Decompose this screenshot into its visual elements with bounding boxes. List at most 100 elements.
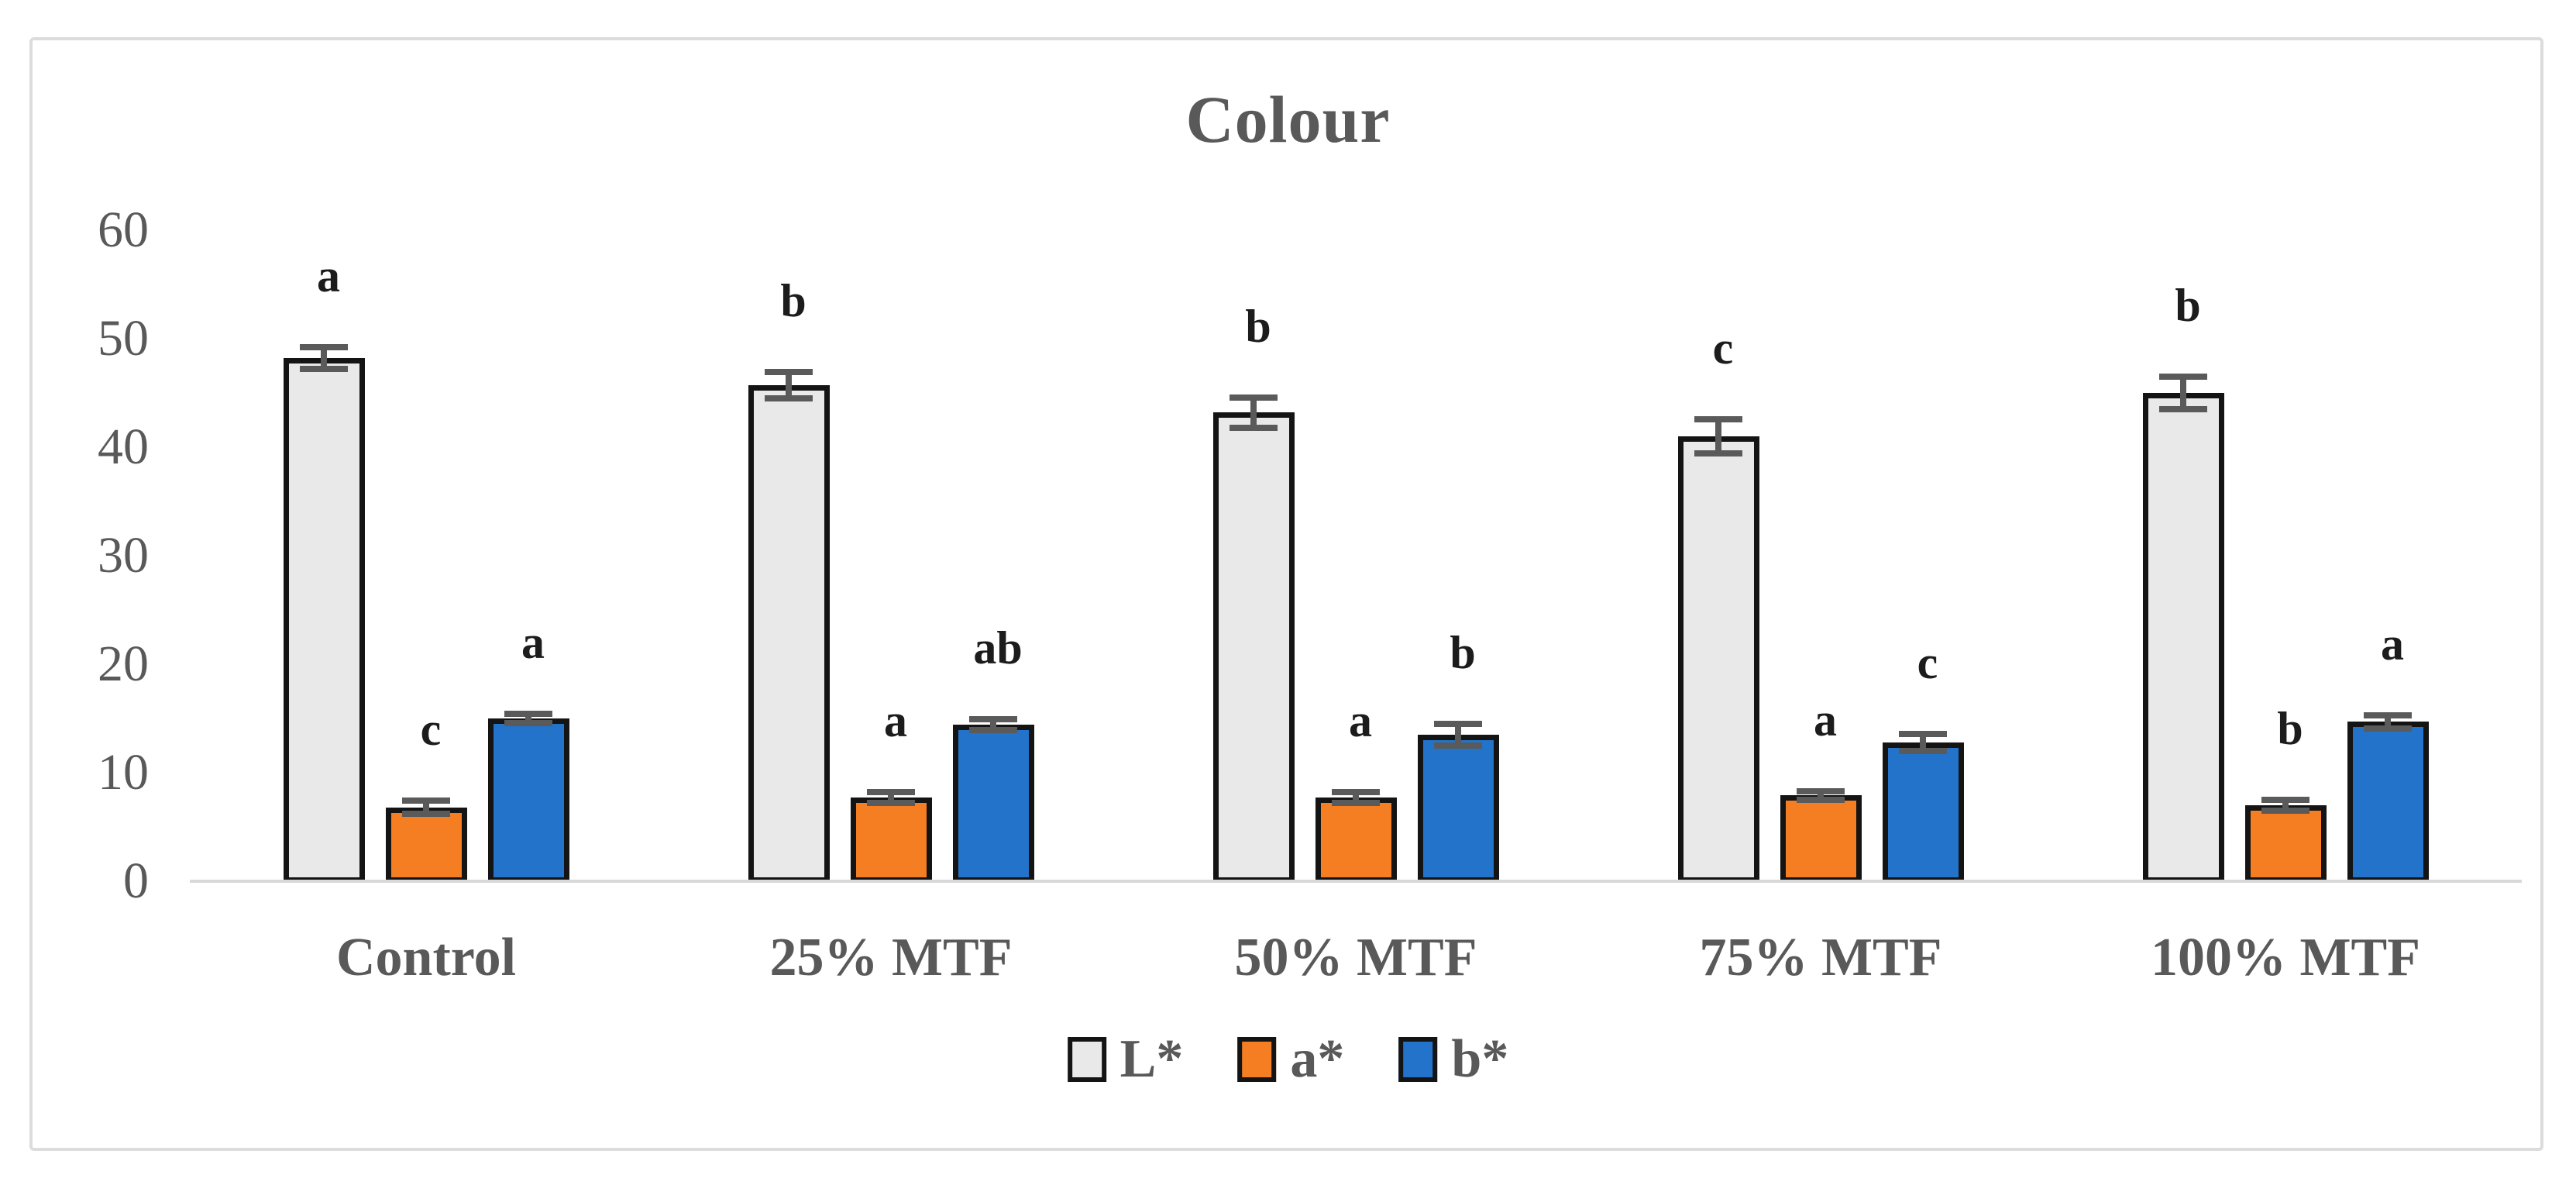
error-bar-cap-bottom <box>867 800 915 807</box>
error-bar-cap-top <box>2159 374 2207 380</box>
error-bar-cap-bottom <box>2159 406 2207 412</box>
legend-swatch <box>1398 1037 1438 1082</box>
significance-letter: b <box>1245 300 1271 352</box>
error-bar-cap-top <box>1332 789 1380 796</box>
legend-label: L* <box>1119 1029 1184 1089</box>
chart-title: Colour <box>1185 82 1391 157</box>
error-bar-cap-top <box>402 798 450 804</box>
significance-letter: a <box>2381 618 2404 670</box>
error-bar-cap-top <box>2364 711 2412 718</box>
error-bar-cap-bottom <box>300 366 348 373</box>
error-bar-line <box>786 372 792 398</box>
y-tick-label: 20 <box>98 636 149 692</box>
error-bar-cap-bottom <box>1797 797 1845 803</box>
x-category-label: Control <box>335 928 517 987</box>
bar-a-star <box>385 807 467 883</box>
error-bar-line <box>1715 419 1721 454</box>
significance-letter: c <box>1917 636 1938 688</box>
error-bar-cap-bottom <box>1332 800 1380 807</box>
bar-b-star <box>952 725 1034 883</box>
y-tick-label: 60 <box>98 202 149 258</box>
y-tick-label: 0 <box>123 853 149 909</box>
legend-swatch <box>1067 1037 1106 1082</box>
error-bar-cap-bottom <box>2261 808 2309 814</box>
error-bar-cap-top <box>504 711 552 718</box>
error-bar-line <box>1920 733 1926 751</box>
error-bar-cap-bottom <box>1694 450 1742 457</box>
y-tick-label: 50 <box>98 310 149 367</box>
legend-item: a* <box>1237 1032 1344 1087</box>
y-tick-label: 10 <box>98 744 149 801</box>
error-bar-cap-top <box>1797 787 1845 794</box>
error-bar-line <box>1250 397 1257 428</box>
error-bar-line <box>2282 800 2289 811</box>
legend: L* a* b* <box>1067 1029 1508 1089</box>
significance-letter: a <box>1814 694 1837 746</box>
significance-letter: a <box>1349 695 1372 747</box>
y-tick-label: 30 <box>98 527 149 584</box>
error-bar-cap-top <box>1230 394 1278 401</box>
x-axis-line <box>190 880 2522 883</box>
error-bar-line <box>321 347 327 370</box>
significance-letter: c <box>1712 322 1734 374</box>
significance-letter: b <box>2175 280 2201 331</box>
bar-L-star <box>283 358 365 883</box>
significance-letter: c <box>420 704 442 756</box>
error-bar-line <box>888 792 894 804</box>
error-bar-line <box>2385 715 2391 729</box>
bar-b-star <box>1417 735 1499 883</box>
bar-b-star <box>487 718 569 883</box>
bar-b-star <box>2347 722 2429 883</box>
bar-a-star <box>1315 798 1397 883</box>
error-bar-line <box>525 714 531 723</box>
x-category-label: 25% MTF <box>769 928 1013 987</box>
significance-letter: b <box>2277 703 2303 754</box>
error-bar-cap-bottom <box>1230 424 1278 431</box>
y-tick-label: 40 <box>98 419 149 475</box>
error-bar-line <box>1353 792 1359 804</box>
error-bar-cap-bottom <box>402 811 450 818</box>
bar-L-star <box>1212 412 1295 883</box>
error-bar-cap-bottom <box>765 395 813 401</box>
error-bar-cap-top <box>300 344 348 351</box>
error-bar-cap-top <box>1434 721 1482 727</box>
bar-L-star <box>2142 393 2224 883</box>
bar-L-star <box>748 385 830 883</box>
legend-item: b* <box>1398 1032 1508 1087</box>
significance-letter: ab <box>973 622 1023 674</box>
significance-letter: a <box>521 617 545 669</box>
error-bar-line <box>423 801 429 815</box>
error-bar-cap-bottom <box>2364 725 2412 732</box>
bar-L-star <box>1677 436 1759 883</box>
error-bar-cap-top <box>969 716 1017 723</box>
bar-a-star <box>850 798 932 883</box>
error-bar-cap-bottom <box>969 727 1017 734</box>
error-bar-cap-bottom <box>1899 748 1947 754</box>
significance-letter: a <box>884 695 907 747</box>
bar-a-star <box>2244 805 2327 883</box>
bar-a-star <box>1780 795 1862 883</box>
significance-letter: b <box>1450 627 1476 678</box>
error-bar-cap-bottom <box>1434 742 1482 749</box>
significance-letter: b <box>780 275 807 327</box>
error-bar-cap-top <box>765 369 813 376</box>
legend-label: a* <box>1290 1029 1345 1089</box>
error-bar-line <box>990 719 996 731</box>
error-bar-cap-bottom <box>504 719 552 726</box>
error-bar-line <box>1455 724 1461 746</box>
error-bar-cap-top <box>1694 415 1742 422</box>
legend-label: b* <box>1451 1029 1509 1089</box>
legend-swatch <box>1237 1037 1277 1082</box>
x-category-label: 50% MTF <box>1234 928 1477 987</box>
x-category-label: 75% MTF <box>1699 928 1942 987</box>
error-bar-cap-top <box>1899 730 1947 737</box>
error-bar-cap-top <box>867 789 915 796</box>
error-bar-line <box>2180 377 2186 409</box>
legend-item: L* <box>1067 1029 1184 1089</box>
error-bar-line <box>1818 791 1824 800</box>
significance-letter: a <box>317 250 340 302</box>
x-category-label: 100% MTF <box>2150 928 2421 987</box>
error-bar-cap-top <box>2261 797 2309 803</box>
bar-b-star <box>1882 742 1964 883</box>
